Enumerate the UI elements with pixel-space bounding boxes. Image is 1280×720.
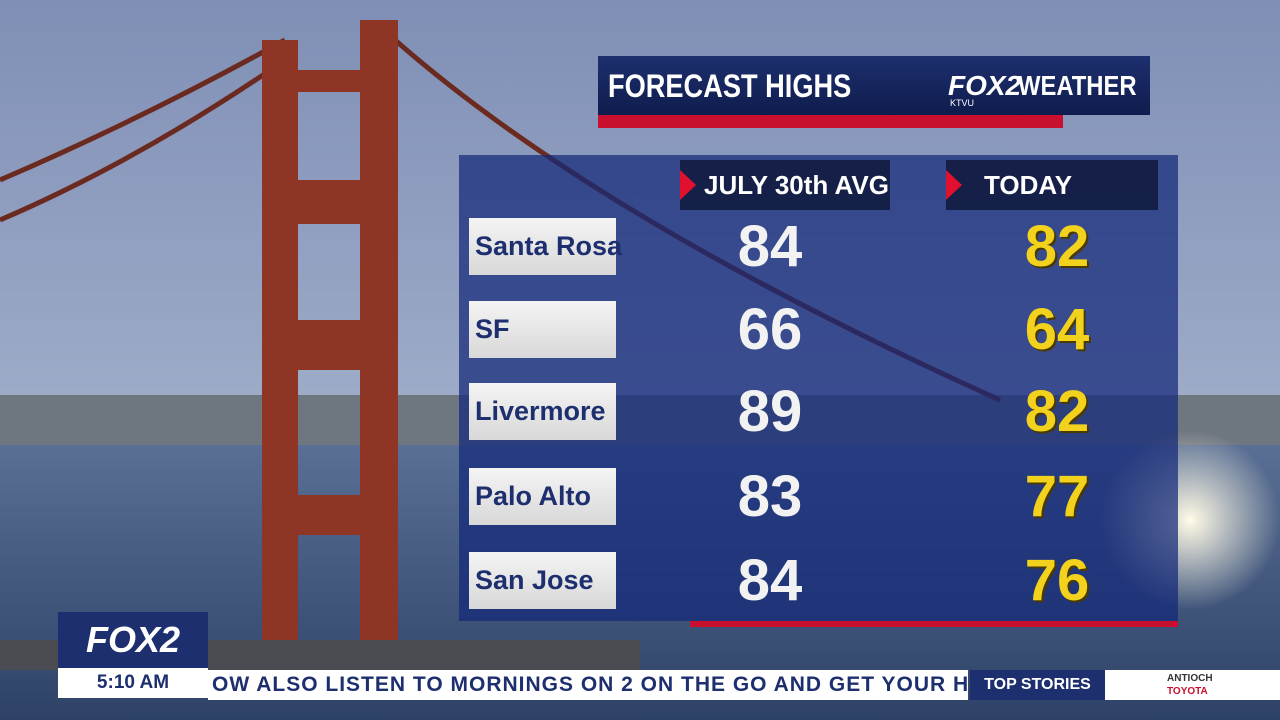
logo: FOX2 (948, 70, 1022, 101)
city-label: Palo Alto (469, 468, 616, 525)
average-high: 66 (737, 297, 803, 362)
title: FORECAST HIGHS (608, 68, 852, 104)
average-high: 84 (737, 214, 803, 279)
today-high: 76 (1024, 548, 1090, 613)
ticker: OW ALSO LISTEN TO MORNINGS ON 2 ON THE G… (208, 670, 968, 700)
average-high: 84 (737, 548, 803, 613)
sponsor: ANTIOCH TOYOTA (1105, 670, 1280, 700)
brand: WEATHER (1018, 70, 1137, 101)
today-high: 77 (1024, 464, 1090, 529)
average-high: 89 (737, 379, 803, 444)
logo-sub: KTVU (950, 98, 975, 108)
today-high: 64 (1024, 297, 1090, 362)
today-high: 82 (1024, 214, 1090, 279)
accent-bar (598, 115, 1063, 128)
city-label: Santa Rosa (469, 218, 622, 275)
ticker-section: TOP STORIES (970, 670, 1105, 700)
station-bug: FOX2 (58, 612, 208, 668)
column-header: JULY 30th AVG (680, 160, 890, 210)
average-high: 83 (737, 464, 803, 529)
clock: 5:10 AM (58, 668, 208, 698)
column-header: TODAY (946, 160, 1158, 210)
city-label: SF (469, 301, 616, 358)
accent-bar (690, 621, 1178, 627)
city-label: San Jose (469, 552, 616, 609)
today-high: 82 (1024, 379, 1090, 444)
bridge-tower (262, 20, 398, 660)
title-bar: FORECAST HIGHS FOX2 KTVU WEATHER (598, 56, 1150, 115)
sponsor-name: TOYOTA (1167, 686, 1208, 697)
sponsor-city: ANTIOCH (1167, 673, 1213, 684)
city-label: Livermore (469, 383, 616, 440)
